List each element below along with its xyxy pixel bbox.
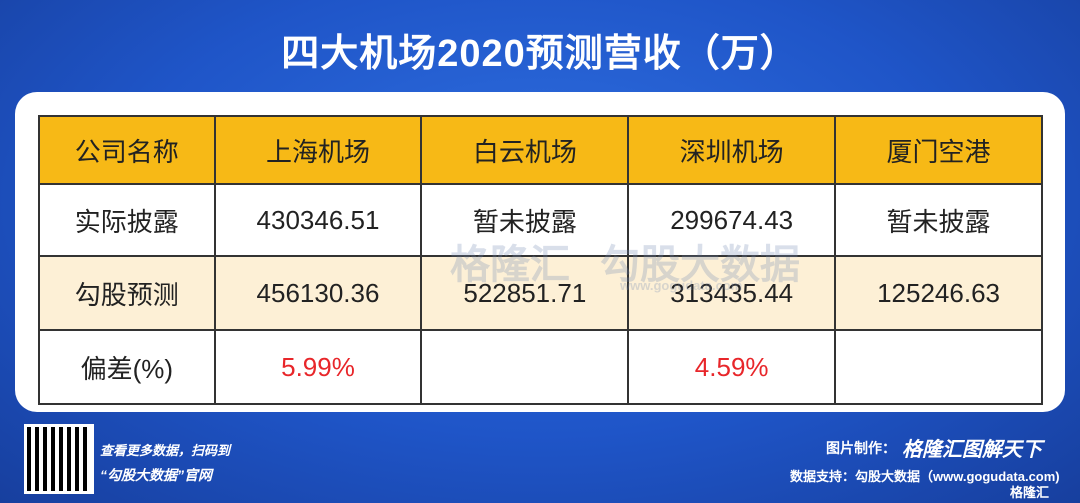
table-cell: 5.99% [213,329,423,405]
footer-left-1: 查看更多数据，扫码到 [100,443,231,458]
title: 四大机场2020预测营收（万） [281,33,799,75]
table-cell: 313435.44 [627,255,837,331]
table-cell: 暂未披露 [420,183,630,257]
footer-left-2: “勾股大数据”官网 [100,467,212,483]
table-cell: 456130.36 [213,255,423,331]
data-support: 数据支持：勾股大数据（www.gogudata.com) [790,469,1060,484]
table-cell [834,329,1043,405]
table-row: 偏差(%) 5.99% 4.59% [38,329,1043,405]
table-cell: 勾股预测 [38,255,216,331]
made-by: 格隆汇图解天下 [902,439,1042,461]
qr-code [24,424,94,494]
table-cell [420,329,630,405]
table-cell: 偏差(%) [38,329,216,405]
table-cell: 430346.51 [213,183,423,257]
table-cell: 实际披露 [38,183,216,257]
header-cell: 厦门空港 [834,115,1043,185]
table-row: 勾股预测 456130.36 522851.71 313435.44 125246.63 [38,255,1043,331]
data-table: 公司名称 上海机场 白云机场 深圳机场 厦门空港 实际披露 430346.51 暂未披露 299… [38,115,1043,405]
header-row: 公司名称 上海机场 白云机场 深圳机场 厦门空港 [38,115,1043,185]
table-cell: 4.59% [627,329,837,405]
table-row: 实际披露 430346.51 暂未披露 299674.43 暂未披露 [38,183,1043,257]
header-cell: 公司名称 [38,115,216,185]
header-cell: 深圳机场 [627,115,837,185]
table-cell: 暂未披露 [834,183,1043,257]
table-cell: 299674.43 [627,183,837,257]
watermark-site: 勾股大数据 [600,243,800,287]
table-cell: 125246.63 [834,255,1043,331]
header-cell: 上海机场 [213,115,423,185]
logo: 格隆汇 [1010,485,1050,500]
watermark-brand: 格隆汇 [450,243,570,287]
watermark-url: www.gogudata.com [620,278,743,293]
made-by-label: 图片制作： [826,440,896,456]
table-cell: 522851.71 [420,255,630,331]
header-cell: 白云机场 [420,115,630,185]
